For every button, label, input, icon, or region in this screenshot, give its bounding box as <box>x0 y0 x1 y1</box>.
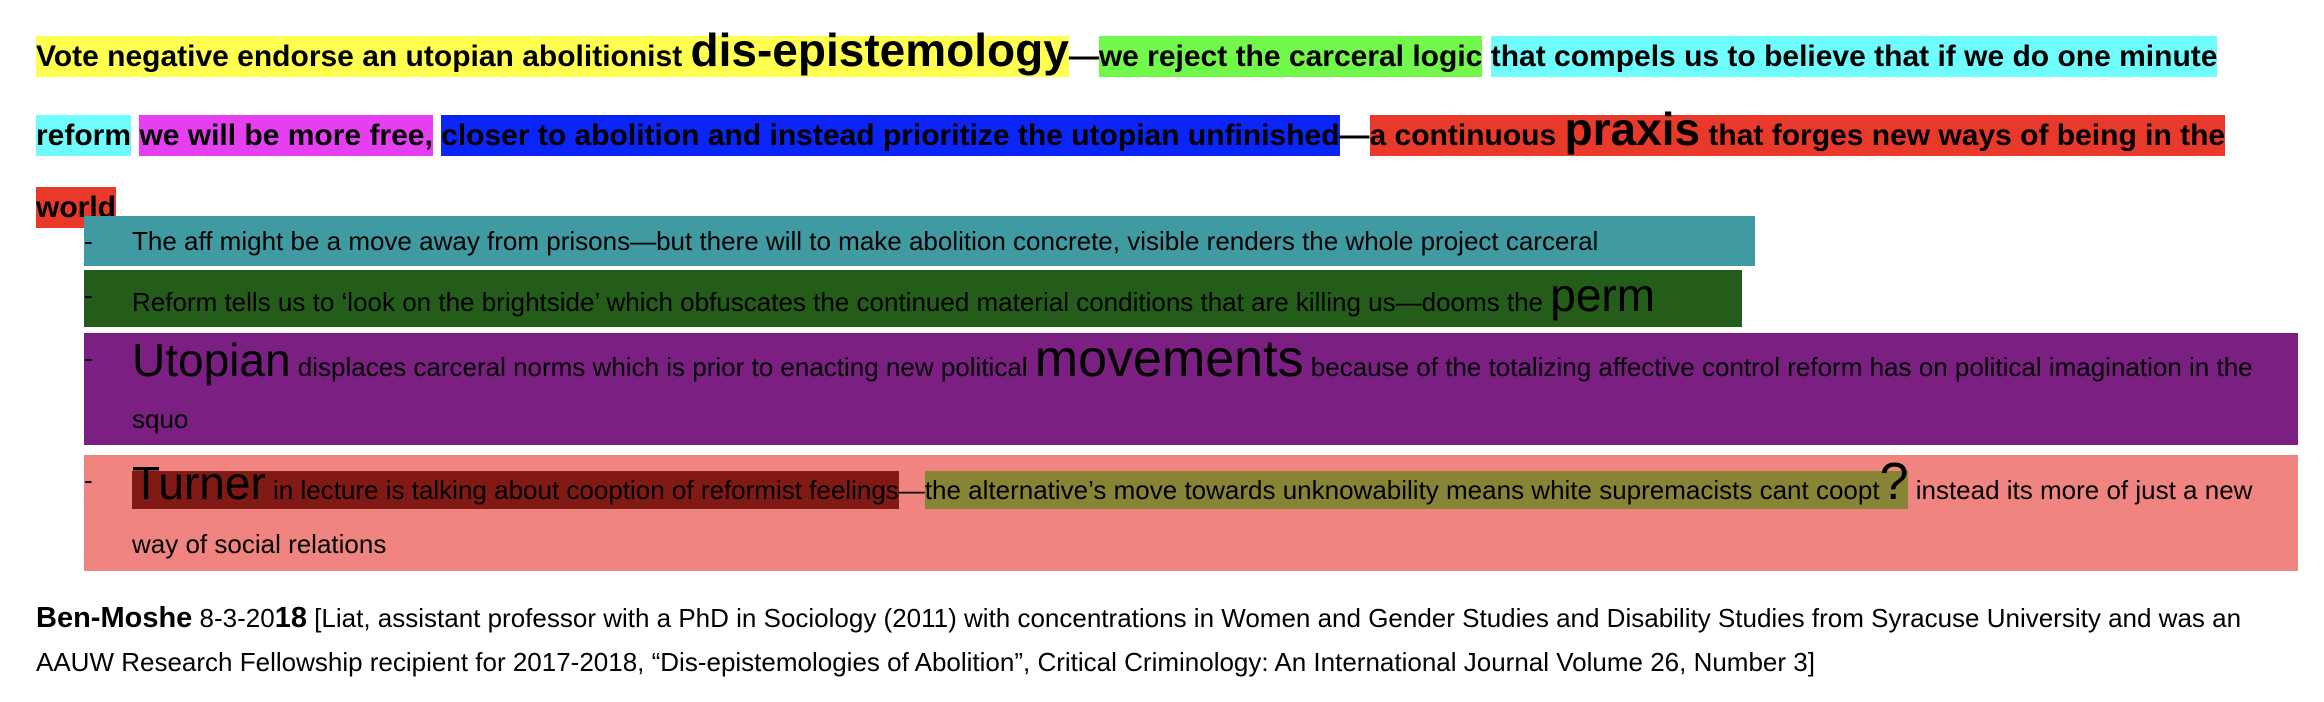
bullet-dash: - <box>84 226 93 256</box>
citation-date: 8-3-20 <box>192 603 275 633</box>
bullet-2-big-perm: perm <box>1550 269 1656 321</box>
bullet-dash: - <box>84 465 93 495</box>
citation-year: 18 <box>274 602 307 634</box>
citation: Ben-Moshe 8-3-2018 [Liat, assistant prof… <box>36 596 2296 684</box>
bullet-4-highlight-2: the alternative’s move towards unknowabi… <box>924 455 1909 509</box>
tag-dash-1: — <box>1068 40 1099 73</box>
bullet-4-body-2: the alternative’s move towards unknowabi… <box>924 475 1880 505</box>
bullet-item-2: - Reform tells us to ‘look on the bright… <box>84 270 1742 327</box>
tag-segment-1: Vote negative endorse an utopian aboliti… <box>36 24 1069 77</box>
tag-text-1: Vote negative endorse an utopian aboliti… <box>36 40 691 73</box>
bullet-4-body-1: in lecture is talking about cooption of … <box>265 475 899 505</box>
bullet-4-big-turner: Turner <box>132 457 266 509</box>
bullet-3-body-2: because of the totalizing affective cont… <box>132 352 2253 434</box>
bullet-list: - The aff might be a move away from pris… <box>84 216 2298 571</box>
bullet-dash: - <box>84 343 93 373</box>
bullet-text-2: Reform tells us to ‘look on the brightsi… <box>132 270 1742 327</box>
bullet-3-body-1: displaces carceral norms which is prior … <box>290 352 1035 382</box>
tag-segment-4: we will be more free, <box>139 115 433 156</box>
bullet-item-3: - Utopian displaces carceral norms which… <box>84 333 2298 445</box>
bullet-3-big-movements: movements <box>1034 330 1304 388</box>
tag-segment-5: closer to abolition and instead prioriti… <box>441 115 1340 156</box>
tag-text-6a: a continuous <box>1369 119 1565 152</box>
bullet-4-body-3: instead its more of just a new way of so… <box>132 475 2253 559</box>
bullet-text-3: Utopian displaces carceral norms which i… <box>132 333 2298 445</box>
tag-text-6b: that forges new ways of being in the wor… <box>36 119 2226 224</box>
bullet-4-dash: — <box>898 475 925 505</box>
tag-dash-2: — <box>1339 119 1370 152</box>
tag-big-term: dis-epistemology <box>690 24 1069 76</box>
tag-segment-2: we reject the carceral logic <box>1098 36 1483 77</box>
bullet-4-big-question: ? <box>1879 453 1909 511</box>
citation-body: [Liat, assistant professor with a PhD in… <box>36 603 2242 677</box>
tag-paragraph: Vote negative endorse an utopian aboliti… <box>0 14 2324 244</box>
bullet-2-body: Reform tells us to ‘look on the brightsi… <box>132 287 1551 317</box>
bullet-text-4: Turner in lecture is talking about coopt… <box>132 455 2298 571</box>
bullet-item-4: - Turner in lecture is talking about coo… <box>84 455 2298 571</box>
citation-author: Ben-Moshe <box>36 602 193 634</box>
bullet-text-1: The aff might be a move away from prison… <box>132 226 1599 256</box>
bullet-3-big-utopian: Utopian <box>132 334 291 386</box>
bullet-4-highlight-1: Turner in lecture is talking about coopt… <box>132 457 899 509</box>
document-page: Vote negative endorse an utopian aboliti… <box>0 14 2324 702</box>
bullet-dash: - <box>84 280 93 310</box>
bullet-item-1: - The aff might be a move away from pris… <box>84 216 1755 266</box>
tag-big-praxis: praxis <box>1564 103 1701 155</box>
